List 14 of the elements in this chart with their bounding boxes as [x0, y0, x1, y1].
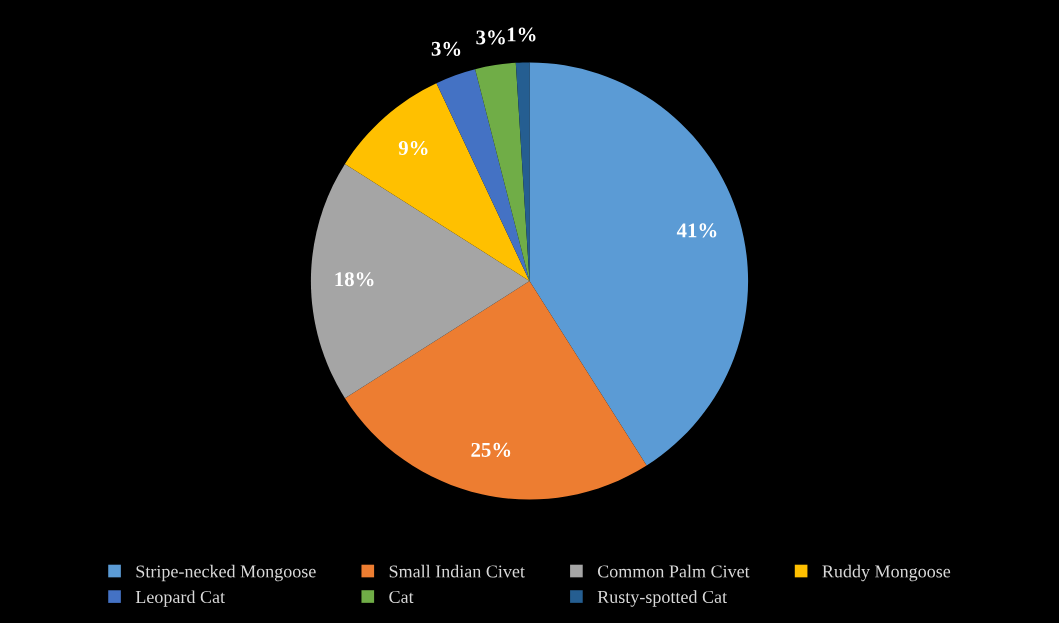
data-label: 25% — [471, 442, 511, 457]
legend-label: Ruddy Mongoose — [822, 564, 951, 582]
legend-label: Leopard Cat — [135, 590, 225, 607]
data-label: 41% — [676, 223, 717, 238]
data-label: 3% — [476, 30, 505, 45]
legend-label: Small Indian Civet — [389, 564, 525, 578]
data-label: 18% — [335, 272, 374, 287]
data-label: 3% — [431, 41, 461, 56]
legend-label: Stripe-necked Mongoose — [136, 564, 316, 582]
data-label: 1% — [507, 27, 536, 42]
legend-label: Cat — [389, 590, 414, 604]
legend-label: Common Palm Civet — [597, 564, 750, 578]
data-label: 9% — [398, 140, 428, 156]
legend-label: Rusty-spotted Cat — [597, 590, 727, 607]
